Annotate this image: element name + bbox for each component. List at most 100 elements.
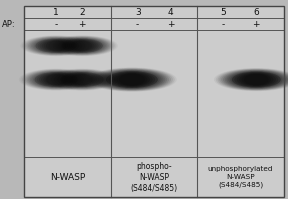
Ellipse shape xyxy=(93,69,171,91)
Ellipse shape xyxy=(34,38,78,53)
Ellipse shape xyxy=(35,72,78,87)
Ellipse shape xyxy=(39,39,73,52)
Ellipse shape xyxy=(221,69,288,90)
Ellipse shape xyxy=(51,36,113,55)
Ellipse shape xyxy=(46,74,67,85)
Ellipse shape xyxy=(67,73,97,86)
Ellipse shape xyxy=(239,73,274,86)
Ellipse shape xyxy=(52,37,112,55)
Ellipse shape xyxy=(48,69,116,90)
Ellipse shape xyxy=(232,72,281,88)
Ellipse shape xyxy=(37,39,75,53)
Text: 6: 6 xyxy=(253,8,259,18)
Ellipse shape xyxy=(219,69,288,90)
Ellipse shape xyxy=(65,39,99,52)
Ellipse shape xyxy=(102,70,162,89)
Text: 5: 5 xyxy=(220,8,226,18)
Text: +: + xyxy=(167,20,174,29)
Ellipse shape xyxy=(25,70,87,89)
Ellipse shape xyxy=(214,68,288,91)
Ellipse shape xyxy=(53,70,111,89)
Ellipse shape xyxy=(216,68,288,91)
Ellipse shape xyxy=(25,36,88,55)
Ellipse shape xyxy=(60,38,104,53)
Text: -: - xyxy=(54,20,58,29)
Ellipse shape xyxy=(24,70,89,90)
Ellipse shape xyxy=(54,37,110,55)
Ellipse shape xyxy=(91,68,173,91)
Text: -: - xyxy=(136,20,139,29)
Ellipse shape xyxy=(116,73,147,86)
Ellipse shape xyxy=(58,38,106,54)
Ellipse shape xyxy=(230,71,283,88)
Text: +: + xyxy=(253,20,260,29)
Ellipse shape xyxy=(63,72,101,87)
Ellipse shape xyxy=(48,36,116,56)
Ellipse shape xyxy=(44,40,69,51)
Ellipse shape xyxy=(60,72,104,87)
Text: +: + xyxy=(78,20,86,29)
Text: unphosphorylated
N-WASP
(S484/S485): unphosphorylated N-WASP (S484/S485) xyxy=(208,166,273,188)
Ellipse shape xyxy=(98,70,165,90)
Ellipse shape xyxy=(95,69,169,90)
Ellipse shape xyxy=(57,71,107,88)
Ellipse shape xyxy=(104,71,160,88)
Ellipse shape xyxy=(65,73,99,86)
Ellipse shape xyxy=(37,72,75,87)
Ellipse shape xyxy=(57,38,107,54)
Ellipse shape xyxy=(42,40,71,52)
Ellipse shape xyxy=(30,71,82,88)
Text: 1: 1 xyxy=(53,8,59,18)
Ellipse shape xyxy=(51,70,113,89)
Bar xyxy=(24,157,284,197)
Ellipse shape xyxy=(232,72,281,88)
Ellipse shape xyxy=(35,39,77,53)
Ellipse shape xyxy=(111,72,153,87)
Ellipse shape xyxy=(71,74,93,85)
Ellipse shape xyxy=(114,73,150,86)
Ellipse shape xyxy=(26,37,86,55)
Ellipse shape xyxy=(63,39,101,53)
Ellipse shape xyxy=(54,71,110,89)
Ellipse shape xyxy=(96,69,167,90)
Ellipse shape xyxy=(22,69,90,90)
Ellipse shape xyxy=(244,74,268,85)
Ellipse shape xyxy=(41,73,71,86)
Bar xyxy=(24,6,284,157)
Ellipse shape xyxy=(223,70,288,89)
Ellipse shape xyxy=(234,72,278,87)
Ellipse shape xyxy=(109,72,155,87)
Ellipse shape xyxy=(49,36,115,56)
Ellipse shape xyxy=(31,71,81,88)
Ellipse shape xyxy=(61,39,103,53)
Ellipse shape xyxy=(55,37,109,54)
Ellipse shape xyxy=(242,74,271,86)
Ellipse shape xyxy=(28,71,84,89)
Ellipse shape xyxy=(23,36,89,56)
Ellipse shape xyxy=(43,74,69,85)
Ellipse shape xyxy=(228,71,284,88)
Text: phospho-
N-WASP
(S484/S485): phospho- N-WASP (S484/S485) xyxy=(130,162,178,193)
Ellipse shape xyxy=(46,41,67,51)
Ellipse shape xyxy=(106,71,158,88)
Ellipse shape xyxy=(100,70,164,89)
Text: 2: 2 xyxy=(79,8,85,18)
Ellipse shape xyxy=(87,67,177,92)
Text: 4: 4 xyxy=(168,8,173,18)
Ellipse shape xyxy=(218,69,288,91)
Ellipse shape xyxy=(68,40,96,52)
Ellipse shape xyxy=(28,37,84,55)
Ellipse shape xyxy=(27,70,86,89)
Ellipse shape xyxy=(119,74,145,85)
Ellipse shape xyxy=(56,71,108,88)
Ellipse shape xyxy=(60,72,104,87)
Text: N-WASP: N-WASP xyxy=(50,173,85,182)
Ellipse shape xyxy=(61,39,103,53)
Ellipse shape xyxy=(39,73,73,86)
Ellipse shape xyxy=(225,70,288,89)
Ellipse shape xyxy=(89,68,175,91)
Ellipse shape xyxy=(33,72,79,88)
Text: AP:: AP: xyxy=(1,20,15,29)
Ellipse shape xyxy=(50,70,115,90)
Ellipse shape xyxy=(29,37,83,54)
